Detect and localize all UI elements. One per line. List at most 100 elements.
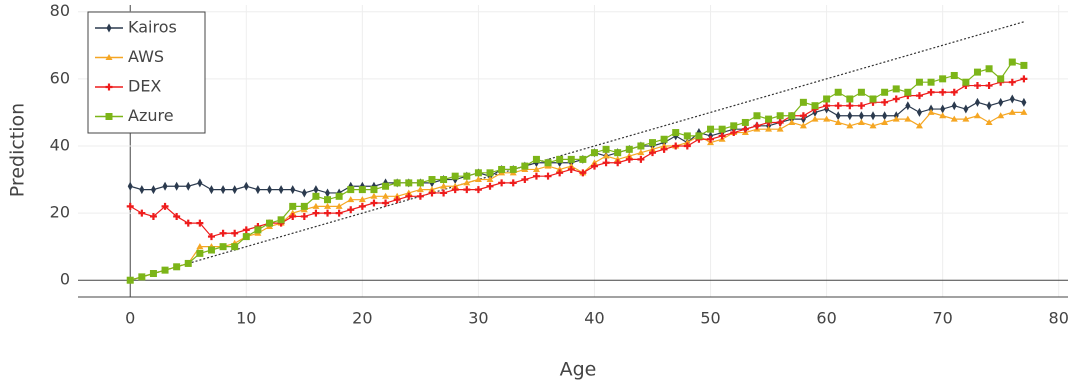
marker (416, 192, 424, 200)
marker (556, 169, 564, 177)
x-tick-label: 10 (236, 309, 256, 328)
marker (440, 182, 448, 189)
marker (974, 97, 980, 107)
marker (881, 88, 889, 96)
marker (858, 111, 864, 121)
marker (440, 189, 448, 197)
marker (486, 182, 494, 190)
marker (324, 209, 332, 217)
marker (753, 122, 761, 130)
marker (278, 185, 284, 195)
marker (1020, 75, 1028, 83)
marker (718, 125, 726, 133)
marker (312, 202, 320, 209)
marker (474, 169, 482, 177)
marker (440, 176, 448, 184)
series (126, 108, 1028, 283)
marker (184, 219, 192, 227)
marker (950, 115, 958, 122)
marker (915, 122, 923, 129)
marker (474, 176, 482, 183)
marker (637, 142, 645, 150)
marker (1020, 61, 1028, 69)
marker (486, 176, 494, 183)
marker (881, 118, 889, 125)
marker (149, 212, 157, 220)
marker (579, 169, 587, 177)
marker (846, 95, 854, 103)
marker (393, 192, 401, 199)
marker (753, 112, 761, 120)
marker (672, 129, 680, 137)
marker (255, 185, 261, 195)
marker (405, 192, 413, 200)
marker (161, 266, 169, 274)
marker (532, 165, 540, 172)
marker (106, 23, 112, 33)
marker (707, 135, 715, 143)
marker (857, 102, 865, 110)
legend-label: Azure (128, 106, 174, 125)
marker (451, 182, 459, 189)
legend-box (87, 11, 206, 134)
marker (290, 185, 296, 195)
marker (892, 115, 900, 122)
marker (463, 172, 471, 180)
marker (986, 101, 992, 111)
marker (196, 249, 204, 257)
marker (637, 149, 645, 156)
marker (799, 122, 807, 129)
marker (138, 273, 146, 281)
marker (741, 125, 749, 133)
marker (149, 270, 157, 278)
marker (335, 209, 343, 217)
marker (139, 185, 145, 195)
marker (857, 118, 865, 125)
marker (602, 152, 610, 159)
marker (521, 176, 529, 184)
marker (324, 202, 332, 209)
x-axis-label: Age (560, 359, 597, 381)
marker (173, 263, 181, 271)
marker (208, 185, 214, 195)
marker (625, 152, 633, 159)
marker (602, 145, 610, 153)
marker (370, 186, 378, 194)
marker (220, 185, 226, 195)
marker (963, 104, 969, 114)
marker (788, 118, 796, 125)
marker (776, 118, 784, 126)
marker (126, 276, 134, 284)
marker (405, 189, 413, 196)
marker (811, 115, 819, 122)
marker (463, 186, 471, 194)
marker (1021, 97, 1027, 107)
marker (428, 189, 436, 197)
marker (614, 149, 622, 157)
marker (254, 226, 262, 234)
marker (358, 186, 366, 194)
marker (335, 192, 343, 200)
marker (649, 145, 657, 152)
marker (105, 54, 113, 60)
marker (105, 83, 113, 91)
marker (811, 102, 819, 110)
marker (463, 179, 471, 186)
marker (428, 186, 436, 193)
marker (973, 112, 981, 119)
marker (637, 155, 645, 163)
marker (509, 165, 517, 173)
marker (892, 85, 900, 93)
marker (649, 139, 657, 147)
y-tick-label: 20 (50, 203, 70, 222)
marker (625, 155, 633, 163)
marker (835, 111, 841, 121)
marker (997, 75, 1005, 83)
marker (614, 155, 622, 162)
legend-label: Kairos (128, 18, 177, 37)
marker (347, 206, 355, 214)
marker (498, 179, 506, 187)
marker (776, 125, 784, 132)
x-tick-label: 80 (1049, 309, 1069, 328)
